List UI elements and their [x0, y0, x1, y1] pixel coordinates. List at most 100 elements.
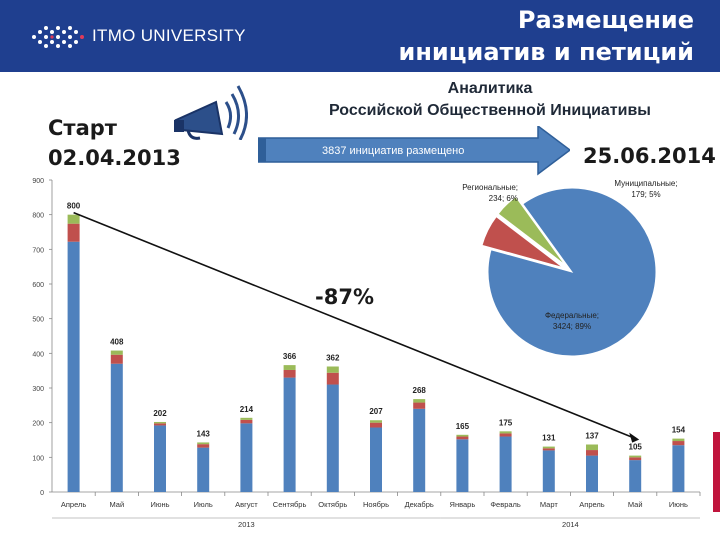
- pie-value-label: 234; 6%: [489, 194, 518, 203]
- pie-chart: Федеральные; 3424; 89% Региональные; 234; 6…: [462, 179, 678, 357]
- pie-slice: [487, 187, 657, 357]
- x-tick-label: Июль: [194, 500, 213, 509]
- header-bar: ITMO UNIVERSITY Размещение инициатив и п…: [0, 0, 720, 72]
- data-label: 154: [672, 426, 686, 435]
- progress-arrow: [258, 126, 570, 176]
- data-label: 207: [369, 407, 383, 416]
- bar-segment: [629, 455, 642, 458]
- bar-segment: [283, 377, 296, 492]
- arrow-label: 3837 инициатив размещено: [322, 145, 465, 157]
- bar-segment: [283, 365, 296, 370]
- data-label: 408: [110, 338, 124, 347]
- data-label: 800: [67, 202, 81, 211]
- page-title: Размещение инициатив и петиций: [399, 4, 694, 68]
- bar-segment: [110, 354, 123, 364]
- bar-segment: [586, 455, 598, 492]
- bar-segment: [672, 441, 685, 446]
- end-date: 25.06.2014: [583, 144, 716, 168]
- data-label: 268: [413, 386, 427, 395]
- bar-segment: [370, 427, 382, 492]
- x-tick-label: Февраль: [490, 500, 521, 509]
- y-tick-label: 200: [32, 421, 44, 428]
- subtitle-line-2: Российской Общественной Инициативы: [329, 102, 651, 119]
- bar-segment: [110, 363, 123, 492]
- title-line-2: инициатив и петиций: [398, 38, 694, 66]
- data-label: 137: [585, 432, 599, 441]
- y-tick-label: 700: [32, 247, 44, 254]
- bar-segment: [413, 399, 426, 403]
- y-tick-label: 800: [32, 213, 44, 220]
- bar-segment: [197, 442, 210, 445]
- data-label: 366: [283, 352, 297, 361]
- year-label: 2014: [562, 520, 579, 529]
- y-tick-label: 600: [32, 282, 44, 289]
- bar-segment: [240, 417, 253, 420]
- x-tick-label: Октябрь: [318, 500, 347, 509]
- y-tick-label: 100: [32, 455, 44, 462]
- data-label: 143: [197, 429, 211, 438]
- bar-segment: [499, 433, 512, 437]
- y-tick-label: 900: [32, 178, 44, 185]
- data-label: 131: [542, 434, 556, 443]
- pie-slice: [497, 196, 566, 266]
- subtitle-line-1: Аналитика: [447, 80, 533, 97]
- pie-slice: [481, 215, 564, 269]
- itmo-logo: ITMO UNIVERSITY: [30, 22, 260, 52]
- x-tick-label: Март: [540, 500, 559, 509]
- logo-text: ITMO UNIVERSITY: [92, 26, 246, 45]
- trend-arrow-head: [629, 432, 640, 443]
- megaphone-icon: [174, 85, 248, 140]
- trend-arrow: [73, 211, 634, 439]
- x-tick-label: Январь: [450, 500, 476, 509]
- y-tick-label: 400: [32, 351, 44, 358]
- bar-chart: 0 100 200 300 400 500 600 700 800 900 Апрель Май Июн…: [32, 178, 701, 529]
- x-tick-label: Декабрь: [405, 500, 434, 509]
- bar-segment: [154, 425, 166, 492]
- y-tick-label: 500: [32, 317, 44, 324]
- x-tick-label: Июнь: [669, 500, 688, 509]
- x-tick-label: Август: [235, 500, 258, 509]
- bar-segment: [542, 448, 555, 451]
- accent-bar: [713, 432, 720, 512]
- bar-segment: [67, 214, 80, 224]
- bar-segment: [326, 384, 339, 492]
- year-label: 2013: [238, 520, 255, 529]
- bar-segment: [542, 450, 555, 492]
- pie-value-label: 3424; 89%: [553, 322, 591, 331]
- bar-segment: [499, 436, 512, 492]
- data-label: 175: [499, 418, 513, 427]
- x-tick-label: Июнь: [150, 500, 169, 509]
- data-label: 362: [326, 354, 340, 363]
- chart-subtitle: Аналитика Российской Общественной Инициа…: [300, 78, 680, 122]
- bar-segment: [110, 350, 123, 355]
- bar-segment: [370, 420, 382, 423]
- pie-value-label: 179; 5%: [631, 190, 660, 199]
- bar-segment: [326, 372, 339, 385]
- bar-segment: [629, 460, 642, 492]
- bar-segment: [370, 422, 382, 428]
- bar-segment: [154, 421, 166, 424]
- bar-segment: [67, 223, 80, 242]
- y-tick-label: 0: [40, 490, 44, 497]
- bar-segment: [197, 444, 210, 448]
- bar-segment: [672, 445, 685, 492]
- bar-segment: [456, 436, 469, 440]
- x-tick-label: Апрель: [61, 500, 87, 509]
- bar-segment: [456, 439, 469, 492]
- bar-segment: [629, 457, 642, 461]
- bar-segment: [283, 369, 296, 378]
- x-tick-label: Сентябрь: [273, 500, 307, 509]
- x-tick-label: Апрель: [579, 500, 605, 509]
- bar-segment: [586, 450, 598, 456]
- data-label: 202: [153, 409, 167, 418]
- bar-segment: [154, 423, 166, 426]
- y-tick-label: 300: [32, 386, 44, 393]
- bar-segment: [413, 402, 426, 409]
- bar-segment: [456, 434, 469, 437]
- bar-segment: [326, 366, 339, 373]
- data-label: 105: [629, 443, 643, 452]
- change-percent: -87%: [315, 285, 374, 309]
- start-date: 02.04.2013: [48, 146, 181, 170]
- bar-segment: [413, 408, 426, 492]
- x-tick-label: Май: [109, 500, 124, 509]
